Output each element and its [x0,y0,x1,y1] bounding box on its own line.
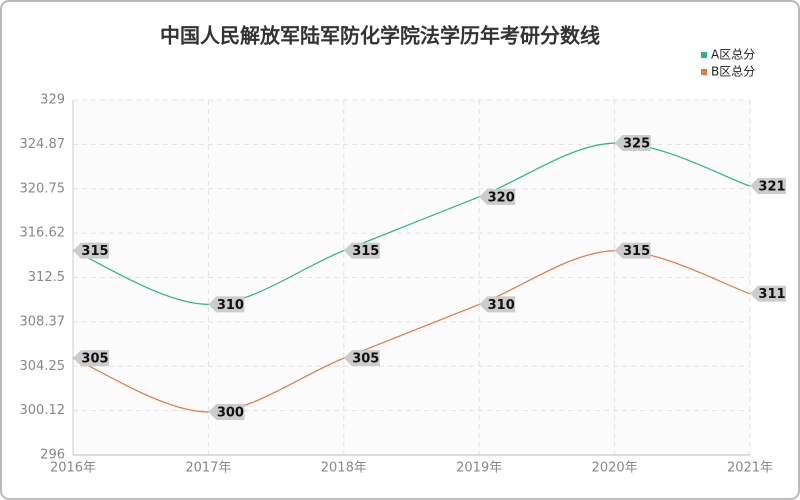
value-label-bg [343,350,380,367]
value-label-bg [479,296,516,313]
value-label: 315 [81,244,108,259]
value-label-bg [750,178,786,195]
legend-marker [701,69,707,75]
x-tick-label: 2020年 [592,461,638,476]
value-label-bg [614,135,651,152]
value-label: 315 [623,244,650,259]
value-label: 305 [352,352,379,367]
value-label: 320 [488,190,515,205]
y-tick-label: 300.12 [20,403,66,418]
y-tick-label: 296 [40,448,65,463]
legend-marker [701,52,707,58]
y-tick-label: 308.37 [20,314,66,329]
y-tick-label: 329 [40,93,65,108]
value-label: 311 [758,287,785,302]
y-tick-label: 320.75 [20,181,66,196]
value-label: 305 [81,352,108,367]
x-tick-label: 2021年 [727,461,773,476]
legend-label: B区总分 [711,65,755,79]
value-label: 321 [758,180,785,195]
value-label-bg [208,296,245,313]
value-label-bg [614,242,651,259]
value-label-bg [73,350,109,367]
chart-title: 中国人民解放军陆军防化学院法学历年考研分数线 [160,24,600,48]
y-tick-label: 316.62 [20,226,66,241]
value-label: 325 [623,137,650,152]
y-tick-label: 324.87 [20,137,66,152]
y-tick-label: 312.5 [28,270,65,285]
x-tick-label: 2017年 [185,461,231,476]
value-label: 310 [488,298,515,313]
value-label: 315 [352,244,379,259]
x-tick-label: 2018年 [321,461,367,476]
y-tick-label: 304.25 [20,359,66,374]
x-tick-label: 2019年 [456,461,502,476]
value-label-bg [73,242,109,259]
value-label-bg [208,403,245,420]
x-tick-label: 2016年 [50,461,96,476]
value-label: 310 [217,298,244,313]
value-label-bg [343,242,380,259]
value-label: 300 [217,405,244,420]
legend-label: A区总分 [711,48,755,62]
value-label-bg [750,285,786,302]
value-label-bg [479,188,516,205]
